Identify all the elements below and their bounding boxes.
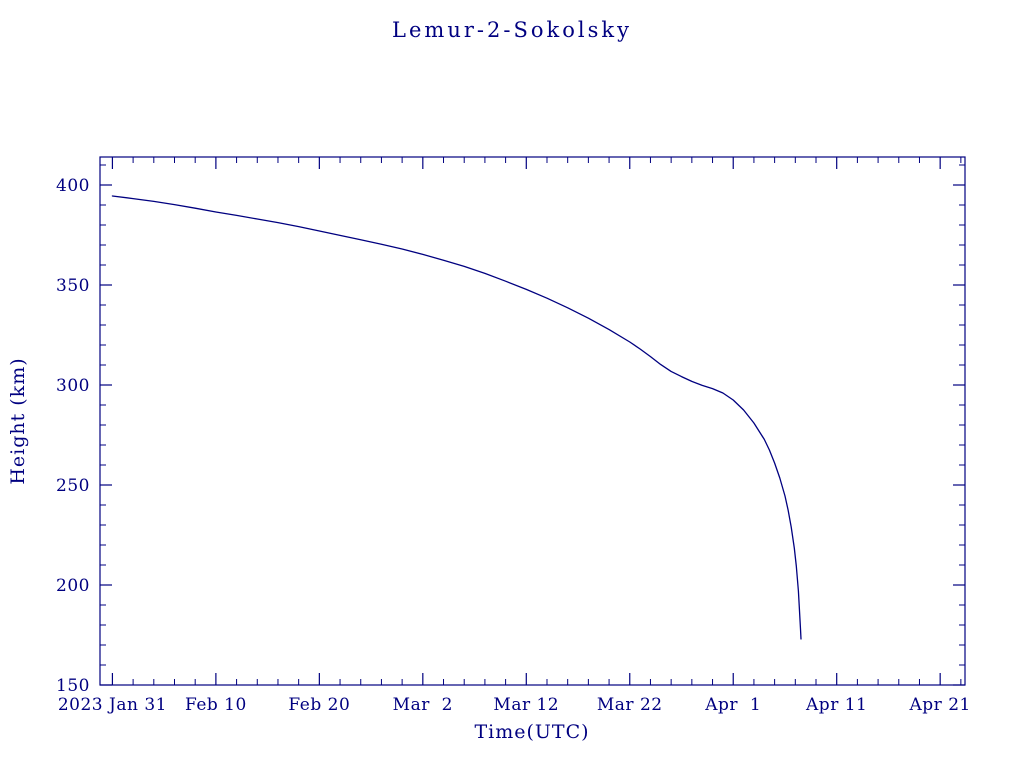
y-tick-label: 350 (56, 276, 90, 296)
plot-generated-content: 2023 Jan 31 Feb 10 Feb 20 Mar 2 Mar 12 Mar 22… (56, 156, 971, 715)
x-tick-label: Apr 21 (909, 695, 971, 715)
chart-title: Lemur-2-Sokolsky (392, 18, 632, 42)
y-tick-label: 300 (56, 376, 90, 396)
x-tick-label: Feb 10 (185, 695, 247, 715)
x-tick-label: Apr 1 (704, 695, 761, 715)
y-tick-label: 150 (56, 676, 90, 696)
x-axis-label: Time(UTC) (474, 721, 589, 743)
decay-curve (111, 195, 802, 640)
x-tick-label: 2023 Jan 31 (58, 695, 167, 715)
y-tick-label: 400 (56, 176, 90, 196)
y-axis-label: Height (km) (7, 357, 29, 484)
x-tick-label: Apr 11 (805, 695, 867, 715)
x-tick-label: Mar 2 (393, 695, 453, 715)
x-tick-label: Mar 22 (597, 695, 663, 715)
x-tick-label: Mar 12 (493, 695, 559, 715)
plot-border (99, 156, 966, 686)
x-tick-label: Feb 20 (288, 695, 350, 715)
y-tick-label: 200 (56, 576, 90, 596)
y-tick-label: 250 (56, 476, 90, 496)
